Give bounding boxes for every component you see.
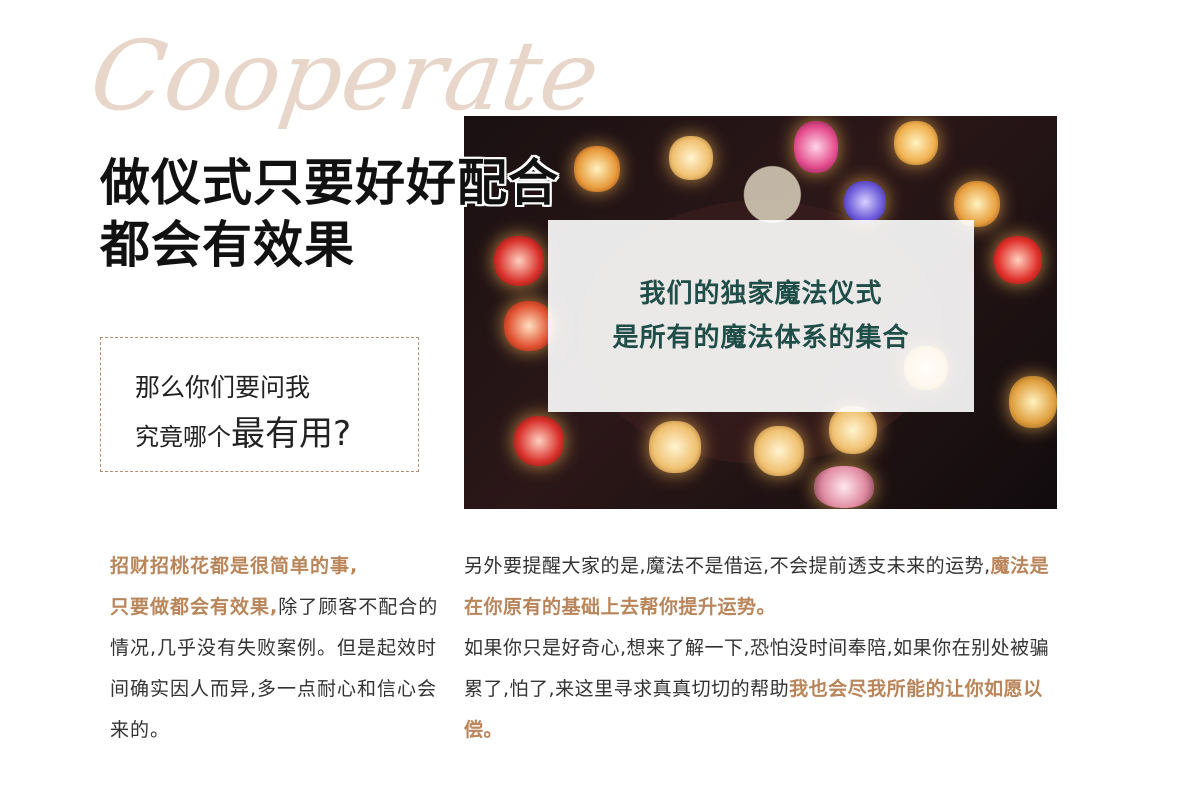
question-prefix: 究竟哪个: [135, 423, 231, 451]
candle-image-element: [994, 236, 1042, 284]
question-box: 那么你们要问我 究竟哪个最有用?: [100, 337, 419, 472]
left-body-text: 除了顾客不配合的情况,几乎没有失败案例。但是起效时间确实因人而异,多一点耐心和信…: [110, 596, 439, 741]
cooperate-script-decoration: Cooperate: [84, 20, 606, 132]
headline-line-2: 都会有效果: [100, 216, 355, 274]
overlay-line-2: 是所有的魔法体系的集合: [612, 323, 910, 353]
candle-image-element: [844, 181, 886, 223]
right-paragraph-1: 另外要提醒大家的是,魔法不是借运,不会提前透支未来的运势,魔法是在你原有的基础上…: [464, 546, 1064, 628]
candle-image-element: [1009, 376, 1057, 428]
candle-image-element: [574, 146, 620, 192]
candle-image-element: [754, 426, 804, 476]
candle-image-element: [494, 236, 544, 286]
candle-image-element: [794, 121, 838, 173]
question-line-1: 那么你们要问我: [135, 373, 311, 402]
headline-line-1: 做仪式只要好好配合: [100, 154, 559, 212]
candle-image-element: [954, 181, 1000, 227]
right-p2-text: 如果你只是好奇心,想来了解一下,恐怕没时间奉陪,如果你在别处被骗累了,怕了,来这…: [464, 637, 1050, 700]
left-paragraph: 招财招桃花都是很简单的事, 只要做都会有效果,除了顾客不配合的情况,几乎没有失败案…: [110, 546, 440, 751]
right-paragraph: 另外要提醒大家的是,魔法不是借运,不会提前透支未来的运势,魔法是在你原有的基础上…: [464, 546, 1064, 751]
overlay-line-1: 我们的独家魔法仪式: [639, 279, 883, 309]
candle-image-element: [894, 121, 938, 165]
question-line-2: 究竟哪个最有用?: [135, 406, 351, 455]
photo-caption-overlay: 我们的独家魔法仪式 是所有的魔法体系的集合: [548, 220, 974, 412]
candle-image-element: [514, 416, 564, 466]
right-p1-text: 另外要提醒大家的是,魔法不是借运,不会提前透支未来的运势,: [464, 555, 991, 577]
candle-image-element: [829, 406, 877, 454]
candle-image-element: [649, 421, 701, 473]
candle-image-element: [669, 136, 713, 180]
headline: 做仪式只要好好配合 都会有效果: [100, 152, 559, 276]
right-p2-highlight: 我也会尽我所能的让你如愿以偿。: [464, 678, 1043, 741]
candle-image-element: [814, 466, 874, 508]
candle-image-element: [504, 301, 554, 351]
right-p1-highlight: 魔法是在你原有的基础上去帮你提升运势。: [464, 555, 1050, 618]
left-highlight-1: 招财招桃花都是很简单的事,: [110, 555, 359, 577]
question-emphasis: 最有用?: [231, 414, 352, 454]
right-paragraph-2: 如果你只是好奇心,想来了解一下,恐怕没时间奉陪,如果你在别处被骗累了,怕了,来这…: [464, 628, 1064, 751]
left-highlight-2: 只要做都会有效果,: [110, 596, 279, 618]
